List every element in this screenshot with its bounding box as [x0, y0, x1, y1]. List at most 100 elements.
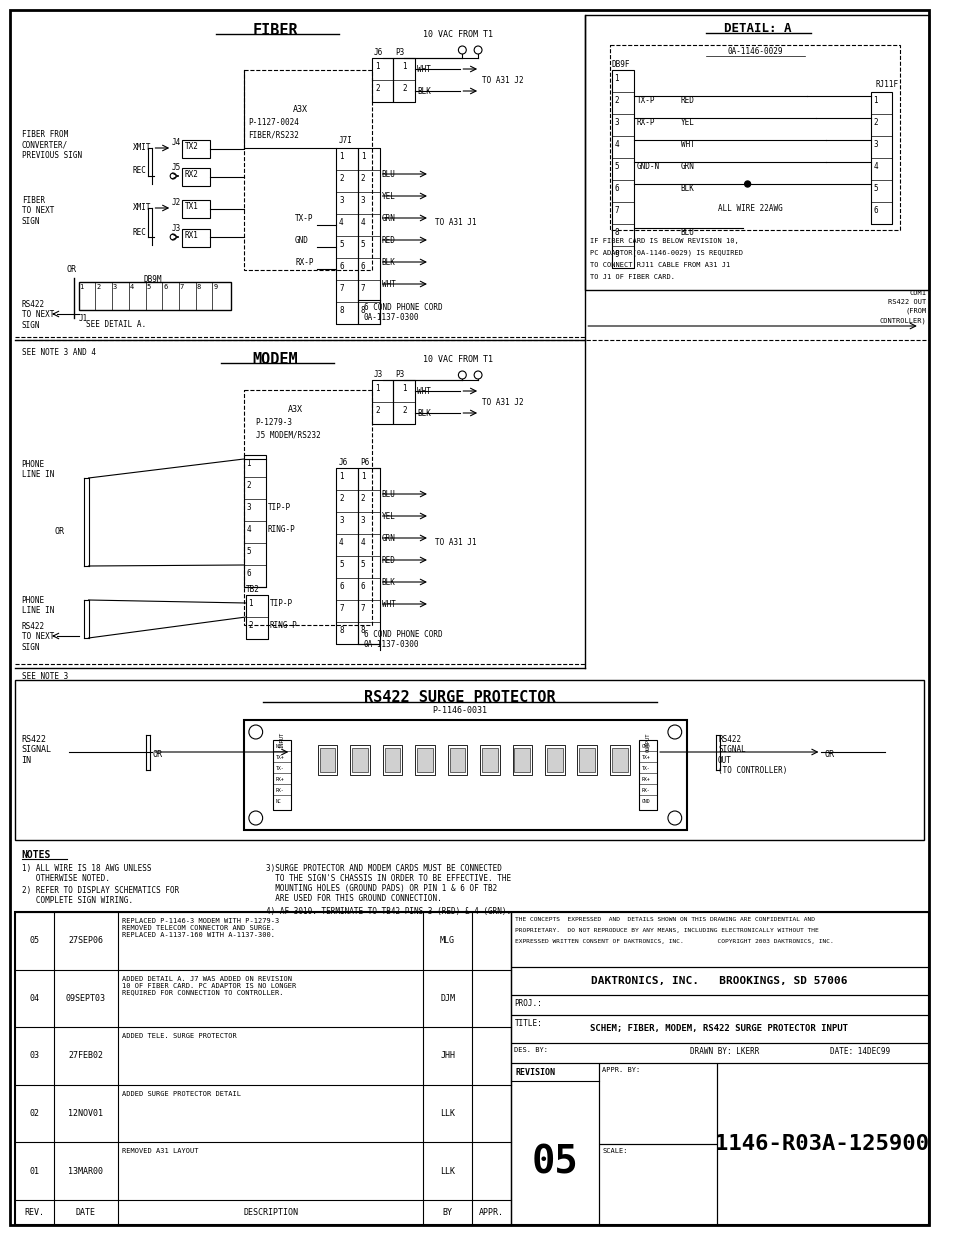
Text: 2: 2	[360, 174, 365, 183]
Text: 1: 1	[872, 96, 877, 105]
Bar	[319, 748, 335, 772]
Bar	[384, 748, 400, 772]
Text: COMPLETE SIGN WIRING.: COMPLETE SIGN WIRING.	[22, 897, 132, 905]
Text: TX2: TX2	[185, 142, 198, 151]
Bar	[357, 148, 379, 324]
Text: WHT: WHT	[416, 387, 431, 396]
Bar	[611, 70, 633, 268]
Text: FIBER
TO NEXT
SIGN: FIBER TO NEXT SIGN	[22, 196, 54, 226]
Text: RX+: RX+	[640, 777, 649, 782]
Text: A3X: A3X	[287, 405, 302, 414]
Text: RING-P: RING-P	[267, 525, 295, 534]
Text: TX+: TX+	[275, 755, 284, 760]
Text: MODEM: MODEM	[253, 352, 298, 367]
Text: TO A31 J1: TO A31 J1	[435, 538, 476, 547]
Text: DATE: DATE	[75, 1208, 95, 1216]
Text: 4: 4	[614, 140, 618, 149]
Text: DAKTRONICS, INC.   BROOKINGS, SD 57006: DAKTRONICS, INC. BROOKINGS, SD 57006	[590, 976, 846, 986]
Text: RX-: RX-	[640, 788, 649, 793]
Text: 1: 1	[375, 384, 379, 393]
Text: TX-: TX-	[640, 766, 649, 771]
Text: 3: 3	[338, 516, 343, 525]
Text: NOTES: NOTES	[22, 850, 51, 860]
Text: LLK: LLK	[439, 1109, 455, 1118]
Text: INPUT: INPUT	[279, 732, 285, 748]
Text: 8: 8	[338, 306, 343, 315]
Text: YEL: YEL	[381, 513, 395, 521]
Bar	[479, 745, 499, 776]
Text: PHONE
LINE IN: PHONE LINE IN	[22, 597, 54, 615]
Text: 10 VAC FROM T1: 10 VAC FROM T1	[422, 30, 493, 40]
Text: TO CONNECT RJ11 CABLE FROM A31 J1: TO CONNECT RJ11 CABLE FROM A31 J1	[590, 262, 730, 268]
Text: 7: 7	[338, 284, 343, 293]
Bar	[609, 745, 629, 776]
Text: 1: 1	[375, 62, 379, 70]
Text: 1: 1	[79, 284, 84, 290]
Text: P-1146-0031: P-1146-0031	[432, 706, 486, 715]
Text: 6: 6	[163, 284, 167, 290]
Bar	[510, 1015, 927, 1044]
Text: TIP-P: TIP-P	[267, 503, 291, 513]
Text: 2: 2	[246, 480, 251, 490]
Text: SEE NOTE 3: SEE NOTE 3	[22, 672, 68, 680]
Text: J3: J3	[374, 370, 383, 379]
Text: 5: 5	[360, 240, 365, 249]
Text: ADDED SURGE PROTECTOR DETAIL: ADDED SURGE PROTECTOR DETAIL	[122, 1091, 241, 1097]
Text: NC: NC	[275, 799, 281, 804]
Text: 4: 4	[872, 162, 877, 170]
Text: 3: 3	[112, 284, 117, 290]
Text: EXPRESSED WRITTEN CONSENT OF DAKTRONICS, INC.         COPYRIGHT 2003 DAKTRONICS,: EXPRESSED WRITTEN CONSENT OF DAKTRONICS,…	[515, 939, 833, 944]
Bar	[416, 748, 433, 772]
Text: GND: GND	[640, 799, 649, 804]
Text: 4: 4	[246, 525, 251, 534]
Text: J5 MODEM/RS232: J5 MODEM/RS232	[255, 430, 320, 438]
Text: PROJ.:: PROJ.:	[514, 999, 541, 1008]
Text: MLG: MLG	[439, 936, 455, 945]
Bar	[609, 44, 899, 230]
Bar	[481, 748, 497, 772]
Text: FIBER/RS232: FIBER/RS232	[248, 130, 298, 140]
Text: 6: 6	[360, 582, 365, 592]
Text: 6 COND PHONE CORD: 6 COND PHONE CORD	[364, 303, 442, 312]
Text: 2: 2	[401, 84, 406, 93]
Text: 1: 1	[338, 472, 343, 480]
Text: 3: 3	[614, 119, 618, 127]
Text: 2) REFER TO DISPLAY SCHEMATICS FOR: 2) REFER TO DISPLAY SCHEMATICS FOR	[22, 885, 179, 895]
Bar	[336, 148, 357, 324]
Text: 4: 4	[360, 219, 365, 227]
Bar	[611, 748, 627, 772]
Text: 2: 2	[338, 494, 343, 503]
Bar	[510, 1063, 598, 1225]
Bar	[317, 745, 337, 776]
Text: 5: 5	[338, 240, 343, 249]
Text: GND: GND	[294, 236, 309, 245]
Bar	[244, 454, 265, 587]
Text: LLK: LLK	[439, 1167, 455, 1176]
Text: JHH: JHH	[439, 1051, 455, 1061]
Text: TX-: TX-	[275, 766, 284, 771]
Bar	[244, 390, 372, 625]
Text: 27SEP06: 27SEP06	[68, 936, 103, 945]
Text: RX-P: RX-P	[636, 119, 655, 127]
Text: ALL WIRE 22AWG: ALL WIRE 22AWG	[718, 204, 782, 212]
Text: P3: P3	[395, 48, 404, 57]
Text: TX1: TX1	[185, 203, 198, 211]
Text: TO A31 J2: TO A31 J2	[481, 398, 523, 408]
Text: 2: 2	[401, 406, 406, 415]
Bar	[717, 1063, 927, 1225]
Text: 4) AF-3010. TERMINATE TO TB42 PINS 3 (RED) & 4 (GRN).: 4) AF-3010. TERMINATE TO TB42 PINS 3 (RE…	[265, 906, 510, 916]
Text: BLU: BLU	[381, 490, 395, 499]
Text: 04: 04	[30, 994, 39, 1003]
Circle shape	[744, 182, 750, 186]
Text: RX+: RX+	[275, 777, 284, 782]
Text: SCALE:: SCALE:	[601, 1149, 627, 1153]
Text: J6: J6	[338, 458, 347, 467]
Text: 2: 2	[872, 119, 877, 127]
Bar	[514, 748, 530, 772]
Text: TX+: TX+	[640, 755, 649, 760]
Text: DRAWN BY: LKERR: DRAWN BY: LKERR	[689, 1047, 759, 1056]
Text: OR: OR	[54, 527, 64, 536]
Text: RED: RED	[381, 236, 395, 245]
Text: 01: 01	[30, 1167, 39, 1176]
Text: DETAIL: A: DETAIL: A	[723, 22, 790, 35]
